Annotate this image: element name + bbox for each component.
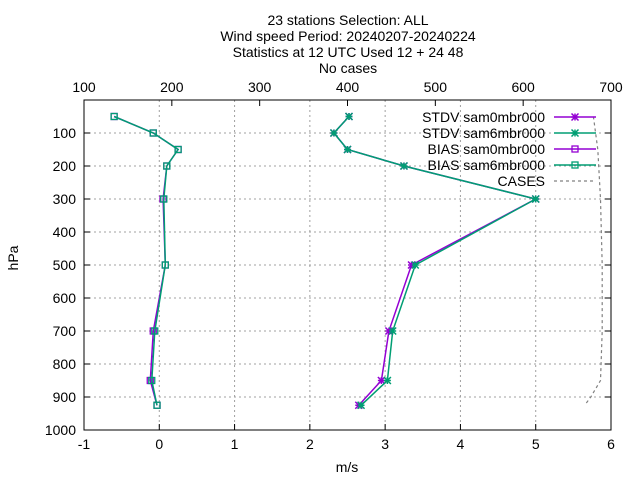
legend-label: CASES (498, 173, 545, 189)
data-point-square-marker (110, 112, 118, 121)
data-point-square-marker (571, 145, 579, 153)
series-line (584, 116, 603, 406)
legend-item: CASES (498, 173, 596, 189)
y-tick-label: 600 (53, 290, 77, 306)
y-tick-label: 900 (53, 389, 77, 405)
y-tick-label: 1000 (45, 422, 76, 438)
y-tick-label: 100 (53, 125, 77, 141)
data-point-x-marker (383, 376, 392, 385)
data-point-x-marker (531, 194, 540, 204)
x-tick-label: -1 (78, 436, 91, 452)
x-tick-label: 4 (457, 436, 465, 452)
legend-label: BIAS sam0mbr000 (428, 141, 546, 157)
axis-ticks: -1 0 1 2 3 4 5 6 100 200 300 400 500 600 700 100 200 300 4… (45, 79, 623, 452)
x-tick-label: 2 (306, 436, 314, 452)
title-line-4: No cases (319, 60, 377, 76)
y-tick-label: 700 (53, 323, 77, 339)
x2-tick-label: 600 (511, 79, 535, 95)
x2-tick-label: 700 (599, 79, 623, 95)
x-tick-label: 3 (381, 436, 389, 452)
title-line-1: 23 stations Selection: ALL (267, 12, 428, 28)
data-point-x-marker (343, 145, 352, 154)
legend-item: BIAS sam6mbr000 (428, 157, 596, 173)
data-point-x-marker (411, 260, 420, 270)
data-point-square-marker (571, 161, 579, 169)
plot-frame (83, 99, 612, 431)
grid (84, 100, 611, 430)
y-tick-label: 400 (53, 224, 77, 240)
x2-tick-label: 300 (248, 79, 272, 95)
data-point-x-marker (344, 112, 354, 121)
data-point-square-marker (151, 327, 159, 335)
series-4 (584, 116, 603, 406)
data-point-square-marker (161, 261, 169, 269)
series (110, 112, 603, 410)
data-point-x-marker (399, 161, 408, 171)
data-point-x-marker (388, 326, 397, 336)
series-line (113, 115, 180, 406)
y-tick-label: 200 (53, 158, 77, 174)
data-point-square-marker (174, 145, 182, 154)
data-point-x-marker (357, 401, 366, 410)
x-tick-label: 6 (607, 436, 615, 452)
series-line (113, 115, 180, 406)
legend-label: STDV sam6mbr000 (422, 125, 545, 141)
x2-tick-label: 200 (160, 79, 184, 95)
data-point-x-marker (570, 112, 580, 122)
y-tick-label: 800 (53, 356, 77, 372)
x2-tick-label: 500 (424, 79, 448, 95)
data-point-x-marker (570, 128, 580, 138)
y-tick-label: 500 (53, 257, 77, 273)
series-3 (110, 112, 182, 409)
legend-label: STDV sam0mbr000 (422, 109, 545, 125)
legend-item: BIAS sam0mbr000 (428, 141, 596, 157)
x2-tick-label: 400 (336, 79, 360, 95)
data-point-square-marker (153, 401, 161, 409)
x-tick-label: 1 (231, 436, 239, 452)
legend-item: STDV sam6mbr000 (422, 125, 596, 141)
data-point-square-marker (160, 195, 168, 203)
y-axis-label: hPa (5, 245, 21, 270)
chart-title: 23 stations Selection: ALL Wind speed Pe… (220, 12, 476, 76)
y-tick-label: 300 (53, 191, 77, 207)
data-point-square-marker (149, 129, 157, 137)
series-1 (329, 112, 540, 410)
data-point-square-marker (163, 162, 171, 170)
title-line-2: Wind speed Period: 20240207-20240224 (220, 28, 476, 44)
x-tick-label: 0 (155, 436, 163, 452)
legend-label: BIAS sam6mbr000 (428, 157, 546, 173)
title-line-3: Statistics at 12 UTC Used 12 + 24 48 (233, 44, 464, 60)
x2-tick-label: 100 (72, 79, 96, 95)
data-point-x-marker (329, 128, 338, 138)
x-axis-label: m/s (336, 459, 359, 475)
data-point-x-marker (377, 376, 386, 385)
data-point-square-marker (148, 376, 156, 385)
legend-item: STDV sam0mbr000 (422, 109, 596, 125)
x-tick-label: 5 (532, 436, 540, 452)
